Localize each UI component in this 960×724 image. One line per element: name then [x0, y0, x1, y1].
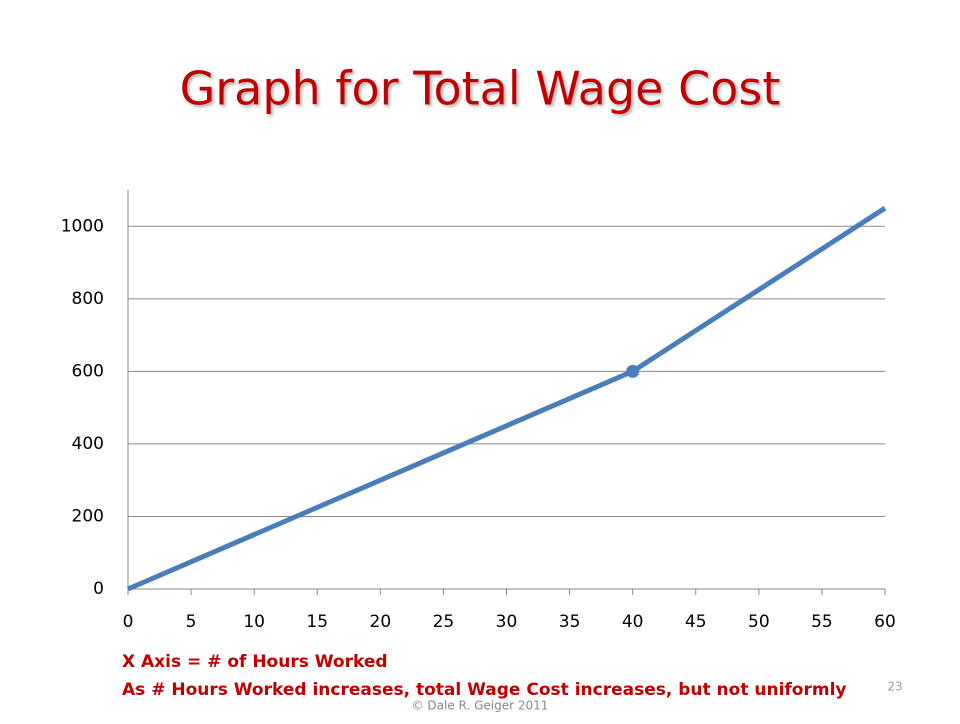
y-tick-label: 0 — [93, 579, 104, 599]
point-marker — [626, 364, 640, 378]
x-tick-label: 45 — [685, 612, 707, 632]
page-number: 23 — [887, 680, 902, 694]
x-tick-label: 20 — [370, 612, 392, 632]
x-tick-label: 35 — [559, 612, 581, 632]
x-tick-label: 50 — [748, 612, 770, 632]
x-tick-label: 30 — [496, 612, 518, 632]
y-tick-label: 800 — [72, 289, 104, 309]
x-tick-label: 25 — [433, 612, 455, 632]
y-tick-label: 200 — [72, 506, 104, 526]
chart-title: Graph for Total Wage Cost — [180, 62, 781, 116]
y-tick-label: 400 — [72, 434, 104, 454]
x-tick-label: 40 — [622, 612, 644, 632]
y-tick-label: 1000 — [61, 216, 104, 236]
x-tick-label: 60 — [874, 612, 896, 632]
x-tick-label: 15 — [306, 612, 328, 632]
footer: © Dale R. Geiger 2011 — [412, 699, 549, 713]
y-tick-label: 600 — [72, 361, 104, 381]
x-tick-label: 0 — [123, 612, 134, 632]
note: X Axis = # of Hours Worked — [122, 652, 388, 672]
line — [127, 206, 887, 592]
x-tick-label: 5 — [186, 612, 197, 632]
x-tick-label: 55 — [811, 612, 833, 632]
note: As # Hours Worked increases, total Wage … — [122, 680, 847, 700]
x-tick-label: 10 — [243, 612, 265, 632]
